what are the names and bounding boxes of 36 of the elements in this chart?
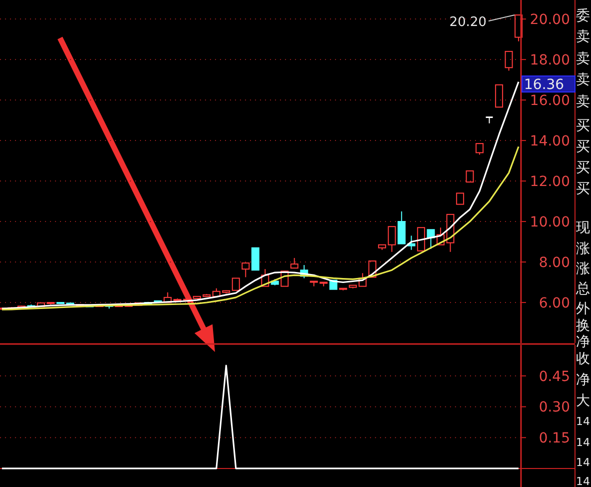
text: 换 xyxy=(576,318,590,334)
text: 涨 xyxy=(576,261,590,277)
y-tick-label: 10.00 xyxy=(530,214,570,231)
text: 14 xyxy=(576,415,590,428)
text: 净 xyxy=(576,372,590,388)
y-tick-label: 14.00 xyxy=(530,134,570,150)
text: 收 xyxy=(576,351,590,367)
annotation: 20.20 xyxy=(449,14,487,30)
text: 卖 xyxy=(576,51,590,67)
y-tick-label: 8.00 xyxy=(538,255,570,272)
y-tick-label: 0.45 xyxy=(538,368,570,385)
text: 外 xyxy=(576,301,590,317)
text: 委 xyxy=(576,8,590,24)
y-tick-label: 16.00 xyxy=(530,93,570,110)
text: 涨 xyxy=(576,241,590,257)
y-tick-label: 0.30 xyxy=(538,400,570,416)
text: 卖 xyxy=(576,94,590,110)
text: 14 xyxy=(576,436,590,449)
y-tick-label: 20.00 xyxy=(530,12,570,28)
y-tick-label: 18.00 xyxy=(530,52,570,69)
text: 买 xyxy=(576,118,590,134)
y-tick-label: 0.15 xyxy=(538,430,570,447)
text: 16.36 xyxy=(524,77,564,93)
y-tick-label: 6.00 xyxy=(538,296,570,312)
text: 现 xyxy=(576,220,590,236)
text: 净 xyxy=(576,334,590,350)
text: 卖 xyxy=(576,72,590,88)
text: 14 xyxy=(576,456,590,469)
text: 买 xyxy=(576,181,590,197)
text: 大 xyxy=(576,393,590,409)
y-tick-label: 12.00 xyxy=(530,174,570,190)
text: 卖 xyxy=(576,29,590,45)
text: 买 xyxy=(576,160,590,176)
text: 14 xyxy=(576,475,590,487)
text: 买 xyxy=(576,139,590,155)
text: 总 xyxy=(575,281,590,297)
